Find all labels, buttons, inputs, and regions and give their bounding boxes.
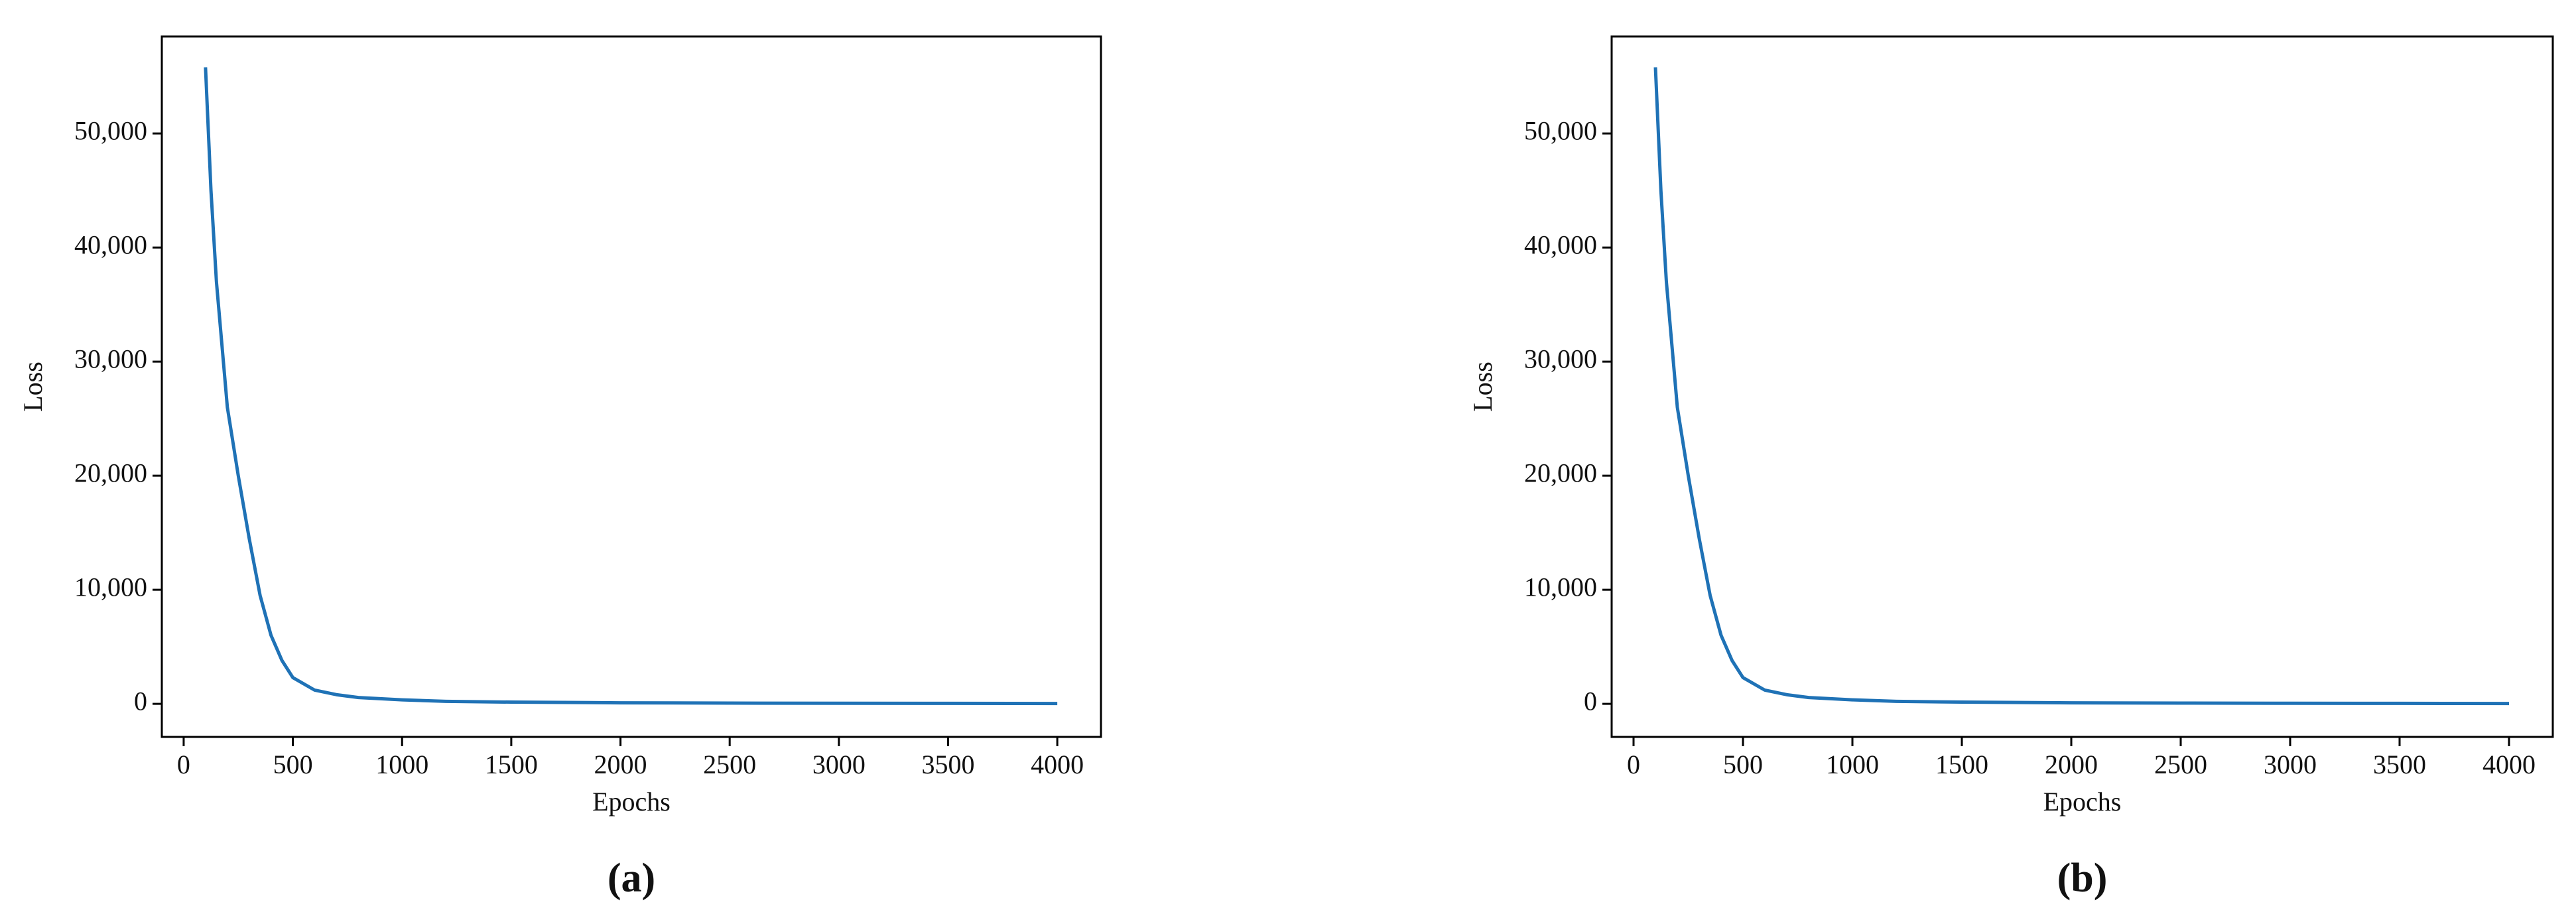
- x-tick-label: 2500: [2154, 750, 2207, 779]
- x-tick-label: 1500: [1935, 750, 1988, 779]
- x-tick-label: 1000: [375, 750, 428, 779]
- y-tick-label: 20,000: [1524, 458, 1597, 488]
- x-tick-label: 500: [273, 750, 313, 779]
- plot-frame: [161, 35, 1102, 738]
- y-tick-label: 0: [1584, 686, 1597, 716]
- x-tick-label: 1000: [1826, 750, 1879, 779]
- x-tick-label: 3500: [921, 750, 974, 779]
- x-axis-label: Epochs: [592, 787, 671, 817]
- x-tick-label: 4000: [1031, 750, 1084, 779]
- x-tick-label: 2500: [703, 750, 756, 779]
- x-tick-label: 0: [1627, 750, 1640, 779]
- y-tick-label: 30,000: [74, 344, 147, 373]
- x-tick-label: 1500: [485, 750, 538, 779]
- loss-line: [204, 67, 1058, 706]
- x-tick-label: 3500: [2373, 750, 2426, 779]
- y-tick-label: 20,000: [74, 458, 147, 488]
- y-axis-label: Loss: [18, 361, 48, 412]
- x-axis-label: Epochs: [2043, 787, 2122, 817]
- caption: (a): [608, 856, 655, 901]
- y-axis-label: Loss: [1468, 361, 1498, 412]
- x-tick-label: 3000: [2264, 750, 2317, 779]
- caption: (b): [2057, 856, 2108, 901]
- y-tick-label: 30,000: [1524, 344, 1597, 373]
- y-tick-label: 0: [134, 686, 147, 716]
- y-tick-label: 10,000: [74, 572, 147, 602]
- x-tick-label: 0: [177, 750, 190, 779]
- y-tick-label: 40,000: [1524, 229, 1597, 259]
- x-tick-label: 500: [1723, 750, 1763, 779]
- x-tick-label: 2000: [2045, 750, 2098, 779]
- x-tick-label: 3000: [812, 750, 866, 779]
- y-tick-label: 50,000: [74, 115, 147, 145]
- loss-line: [1653, 67, 2510, 706]
- x-tick-label: 4000: [2482, 750, 2536, 779]
- y-tick-label: 40,000: [74, 229, 147, 259]
- y-tick-label: 50,000: [1524, 115, 1597, 145]
- y-tick-label: 10,000: [1524, 572, 1597, 602]
- plot-frame: [1610, 35, 2554, 738]
- x-tick-label: 2000: [594, 750, 647, 779]
